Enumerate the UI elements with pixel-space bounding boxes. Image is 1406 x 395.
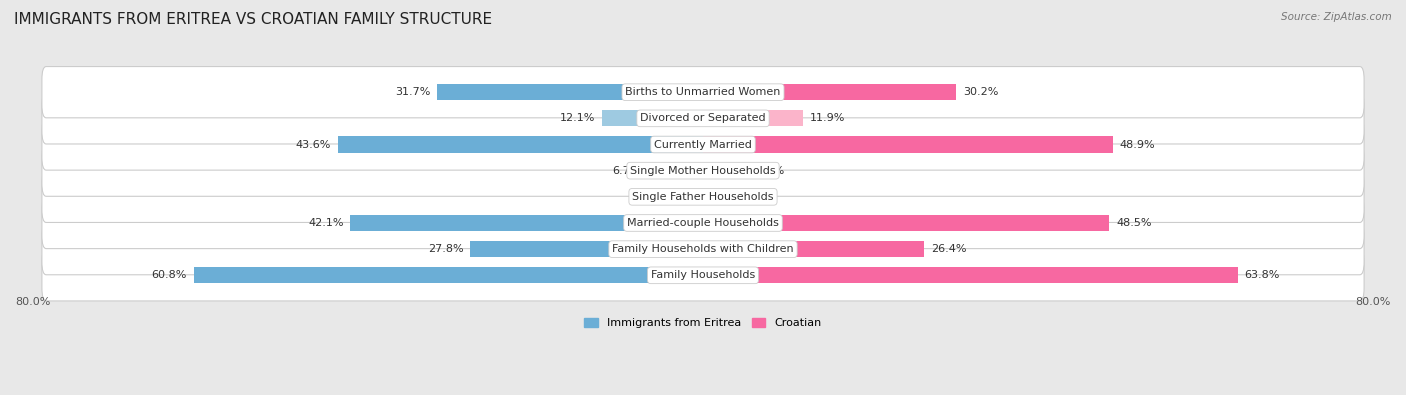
Text: 11.9%: 11.9% (810, 113, 845, 123)
Text: 48.9%: 48.9% (1119, 139, 1156, 149)
Bar (437, 84, 703, 100)
Bar (682, 189, 703, 205)
Text: 48.5%: 48.5% (1116, 218, 1152, 228)
Text: 2.5%: 2.5% (647, 192, 675, 202)
Bar (470, 241, 703, 257)
Bar (703, 215, 1109, 231)
FancyBboxPatch shape (42, 250, 1364, 301)
FancyBboxPatch shape (42, 171, 1364, 222)
Bar (703, 110, 803, 126)
Text: 63.8%: 63.8% (1244, 270, 1279, 280)
Bar (703, 267, 1237, 283)
FancyBboxPatch shape (42, 66, 1364, 118)
FancyBboxPatch shape (42, 145, 1364, 196)
Text: Single Father Households: Single Father Households (633, 192, 773, 202)
Text: Source: ZipAtlas.com: Source: ZipAtlas.com (1281, 12, 1392, 22)
Bar (703, 241, 924, 257)
Text: 26.4%: 26.4% (931, 244, 966, 254)
Text: 12.1%: 12.1% (560, 113, 595, 123)
Bar (602, 110, 703, 126)
Text: IMMIGRANTS FROM ERITREA VS CROATIAN FAMILY STRUCTURE: IMMIGRANTS FROM ERITREA VS CROATIAN FAMI… (14, 12, 492, 27)
Bar (703, 136, 1112, 152)
FancyBboxPatch shape (42, 93, 1364, 144)
FancyBboxPatch shape (42, 224, 1364, 275)
Bar (350, 215, 703, 231)
Text: Married-couple Households: Married-couple Households (627, 218, 779, 228)
Text: Single Mother Households: Single Mother Households (630, 166, 776, 176)
Text: 43.6%: 43.6% (295, 139, 330, 149)
FancyBboxPatch shape (42, 198, 1364, 248)
Text: Family Households with Children: Family Households with Children (612, 244, 794, 254)
Text: Births to Unmarried Women: Births to Unmarried Women (626, 87, 780, 97)
Legend: Immigrants from Eritrea, Croatian: Immigrants from Eritrea, Croatian (581, 313, 825, 333)
Bar (194, 267, 703, 283)
Bar (703, 84, 956, 100)
Text: 27.8%: 27.8% (427, 244, 464, 254)
Text: Family Households: Family Households (651, 270, 755, 280)
Text: 5.5%: 5.5% (756, 166, 785, 176)
Bar (337, 136, 703, 152)
Bar (703, 189, 721, 205)
Text: 42.1%: 42.1% (308, 218, 343, 228)
Text: 2.1%: 2.1% (727, 192, 755, 202)
Text: 31.7%: 31.7% (395, 87, 430, 97)
Text: 30.2%: 30.2% (963, 87, 998, 97)
Bar (703, 163, 749, 179)
Bar (647, 163, 703, 179)
Text: 6.7%: 6.7% (612, 166, 640, 176)
Text: Currently Married: Currently Married (654, 139, 752, 149)
Text: Divorced or Separated: Divorced or Separated (640, 113, 766, 123)
FancyBboxPatch shape (42, 119, 1364, 170)
Text: 60.8%: 60.8% (152, 270, 187, 280)
